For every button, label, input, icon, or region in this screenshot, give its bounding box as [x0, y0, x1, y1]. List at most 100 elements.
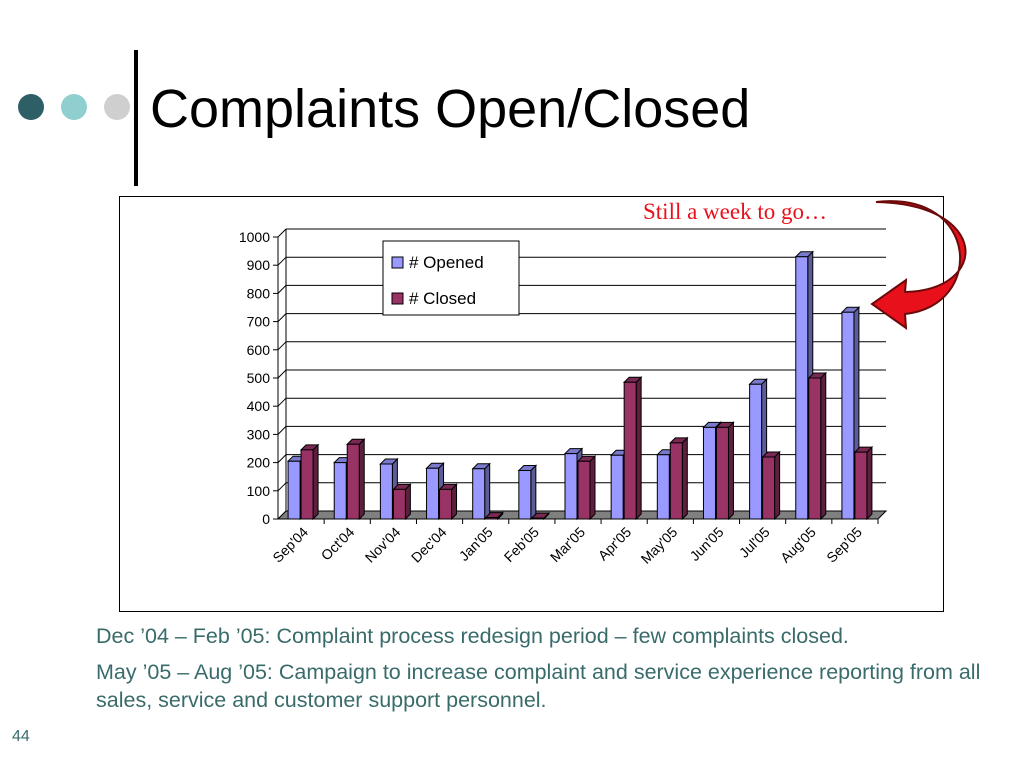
- bar-front: [333, 462, 347, 520]
- bar-front: [564, 453, 578, 520]
- bar-side: [451, 483, 458, 521]
- bar-closed: [669, 436, 689, 521]
- slide-title: Complaints Open/Closed: [150, 79, 751, 139]
- bar-closed: [761, 450, 781, 521]
- x-tick-label: May'05: [638, 524, 681, 567]
- bar-front: [287, 460, 301, 520]
- bar-front: [795, 256, 809, 520]
- gridline-side: [277, 313, 287, 322]
- x-tick-label: Jan'05: [456, 524, 496, 564]
- bar-closed: [853, 445, 874, 521]
- note-2: May ’05 – Aug ’05: Campaign to increase …: [96, 660, 981, 712]
- bar-opened: [471, 462, 491, 521]
- bar-closed: [530, 511, 551, 521]
- y-tick-label: 400: [247, 398, 271, 414]
- chart-frame: 0 100 200 300 400 500 600 700 800 900 1000 Sep'04 Oc…: [119, 196, 944, 612]
- gridline-side: [277, 341, 287, 351]
- gridline-side: [277, 228, 287, 238]
- bar-side: [727, 421, 734, 521]
- y-tick-label: 900: [247, 257, 271, 273]
- bar-closed: [392, 483, 412, 521]
- y-tick-label: 100: [247, 483, 271, 499]
- x-tick-label: Mar'05: [547, 524, 588, 565]
- bar-chart: 0 100 200 300 400 500 600 700 800 900 1000 Sep'04 Oc…: [239, 228, 888, 567]
- bar-side: [530, 464, 537, 521]
- bar-closed: [438, 483, 458, 521]
- bar-front: [762, 456, 776, 520]
- bar-side: [774, 450, 781, 521]
- x-tick-label: Jun'05: [686, 524, 726, 564]
- bar-side: [484, 462, 491, 521]
- legend-box: [382, 240, 520, 316]
- gridline-side: [277, 285, 287, 294]
- bar-side: [820, 371, 827, 521]
- x-tick-label: Oct'04: [318, 524, 358, 564]
- x-tick-label: Sep'05: [823, 524, 865, 566]
- bar-front: [854, 451, 868, 520]
- gridline-side: [277, 454, 287, 463]
- bar-side: [681, 436, 688, 521]
- bar-front: [577, 460, 591, 520]
- legend-swatch: [391, 292, 404, 305]
- x-tick-label: Feb'05: [501, 524, 542, 565]
- gridline-side: [277, 397, 287, 407]
- y-tick-label: 600: [247, 342, 271, 358]
- bar-front: [702, 426, 716, 520]
- bar-front: [518, 469, 532, 520]
- bar-side: [358, 438, 365, 521]
- dot-dark: [18, 94, 44, 120]
- page-number: 44: [12, 728, 30, 745]
- gridline-side: [277, 369, 287, 379]
- bar-side: [589, 454, 596, 521]
- bar-opened: [517, 464, 538, 521]
- bar-side: [866, 445, 873, 521]
- gridline-side: [277, 426, 287, 435]
- y-tick-label: 200: [247, 455, 271, 471]
- x-tick-label: Jul'05: [736, 524, 773, 561]
- legend-label: # Opened: [409, 253, 484, 272]
- bar-front: [426, 467, 440, 520]
- bar-front: [346, 443, 360, 520]
- decorative-dots: [0, 0, 140, 200]
- bar-front: [392, 488, 406, 520]
- legend-label: # Closed: [409, 289, 476, 308]
- x-tick-label: Apr'05: [595, 524, 635, 564]
- bar-front: [472, 468, 486, 520]
- bar-side: [312, 443, 319, 521]
- bar-front: [715, 426, 729, 520]
- bar-closed: [715, 421, 735, 521]
- bar-front: [808, 377, 822, 520]
- note-1: Dec ’04 – Feb ’05: Complaint process red…: [96, 624, 849, 648]
- bar-closed: [576, 454, 597, 521]
- y-tick-label: 800: [247, 285, 271, 301]
- annotation-text: Still a week to go…: [643, 199, 827, 224]
- dot-gray: [104, 94, 130, 120]
- bar-front: [531, 517, 545, 520]
- slide-notes: Dec ’04 – Feb ’05: Complaint process red…: [96, 622, 1006, 722]
- bar-side: [635, 376, 642, 521]
- bar-front: [379, 463, 393, 520]
- y-tick-label: 500: [247, 370, 271, 386]
- bar-front: [841, 311, 855, 520]
- y-tick-label: 1000: [239, 229, 270, 245]
- bar-front: [610, 454, 624, 520]
- bar-front: [439, 488, 453, 520]
- y-tick-label: 0: [262, 511, 270, 527]
- bar-side: [404, 483, 411, 521]
- bar-closed: [622, 376, 643, 521]
- legend-swatch: [391, 256, 404, 269]
- title-divider: [134, 50, 138, 186]
- x-tick-label: Nov'04: [362, 524, 404, 566]
- bar-closed: [299, 443, 320, 521]
- gridline-side: [277, 256, 287, 266]
- bar-closed: [346, 438, 366, 521]
- bar-front: [656, 454, 670, 520]
- x-tick-label: Aug'05: [777, 524, 819, 566]
- bar-front: [485, 517, 499, 520]
- gridline-side: [277, 482, 287, 492]
- y-tick-label: 300: [247, 426, 271, 442]
- x-tick-label: Dec'04: [408, 524, 450, 566]
- bar-front: [669, 442, 683, 520]
- x-tick-label: Sep'04: [269, 524, 311, 566]
- y-tick-label: 700: [247, 314, 271, 330]
